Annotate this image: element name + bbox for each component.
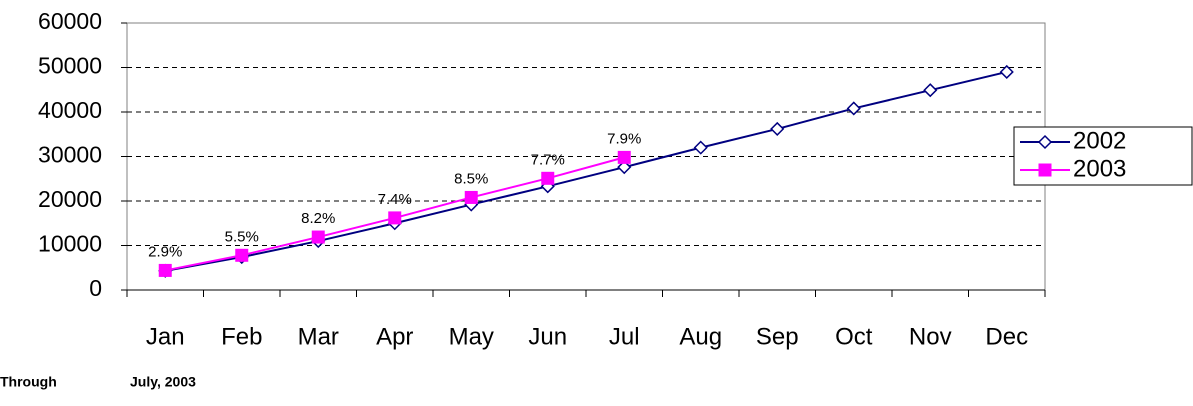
x-tick-label: May bbox=[449, 323, 494, 350]
x-tick-label: Mar bbox=[298, 323, 339, 350]
point bbox=[770, 121, 785, 136]
x-tick-label: Nov bbox=[909, 323, 952, 350]
x-tick-label: Sep bbox=[756, 323, 799, 350]
legend-label: 2003 bbox=[1073, 155, 1126, 182]
footnote: July, 2003 bbox=[130, 374, 196, 390]
y-tick-label: 30000 bbox=[38, 142, 102, 168]
legend-marker bbox=[1037, 134, 1053, 150]
point bbox=[311, 230, 325, 244]
legend-marker bbox=[1038, 163, 1052, 177]
data-label: 8.5% bbox=[454, 170, 488, 187]
footnote: Through bbox=[0, 374, 57, 390]
series-line bbox=[165, 70, 1007, 272]
point bbox=[388, 211, 402, 225]
x-tick-label: Feb bbox=[221, 323, 262, 350]
y-tick-label: 40000 bbox=[38, 97, 102, 123]
point bbox=[617, 150, 631, 164]
point bbox=[541, 171, 555, 185]
data-label: 7.7% bbox=[531, 151, 565, 168]
y-tick-label: 60000 bbox=[38, 8, 102, 34]
x-tick-label: Aug bbox=[679, 323, 722, 350]
point bbox=[464, 190, 478, 204]
point bbox=[693, 140, 708, 155]
point bbox=[617, 160, 632, 175]
legend-label: 2002 bbox=[1073, 127, 1126, 154]
data-label: 2.9% bbox=[148, 243, 182, 260]
x-tick-label: Jun bbox=[528, 323, 567, 350]
x-tick-label: Oct bbox=[835, 323, 873, 350]
x-tick-label: Jan bbox=[146, 323, 185, 350]
x-tick-label: Dec bbox=[985, 323, 1028, 350]
data-label: 8.2% bbox=[301, 210, 335, 227]
x-tick-label: Apr bbox=[376, 323, 413, 350]
point bbox=[235, 248, 249, 262]
y-tick-label: 50000 bbox=[38, 53, 102, 79]
point bbox=[923, 83, 938, 98]
data-label: 7.4% bbox=[378, 191, 412, 208]
point bbox=[158, 263, 172, 277]
y-tick-label: 20000 bbox=[38, 186, 102, 212]
y-tick-label: 0 bbox=[89, 275, 102, 301]
x-tick-label: Jul bbox=[609, 323, 640, 350]
data-label: 5.5% bbox=[225, 228, 259, 245]
y-tick-label: 10000 bbox=[38, 231, 102, 257]
data-label: 7.9% bbox=[607, 130, 641, 147]
point bbox=[999, 64, 1014, 80]
point bbox=[846, 101, 861, 116]
